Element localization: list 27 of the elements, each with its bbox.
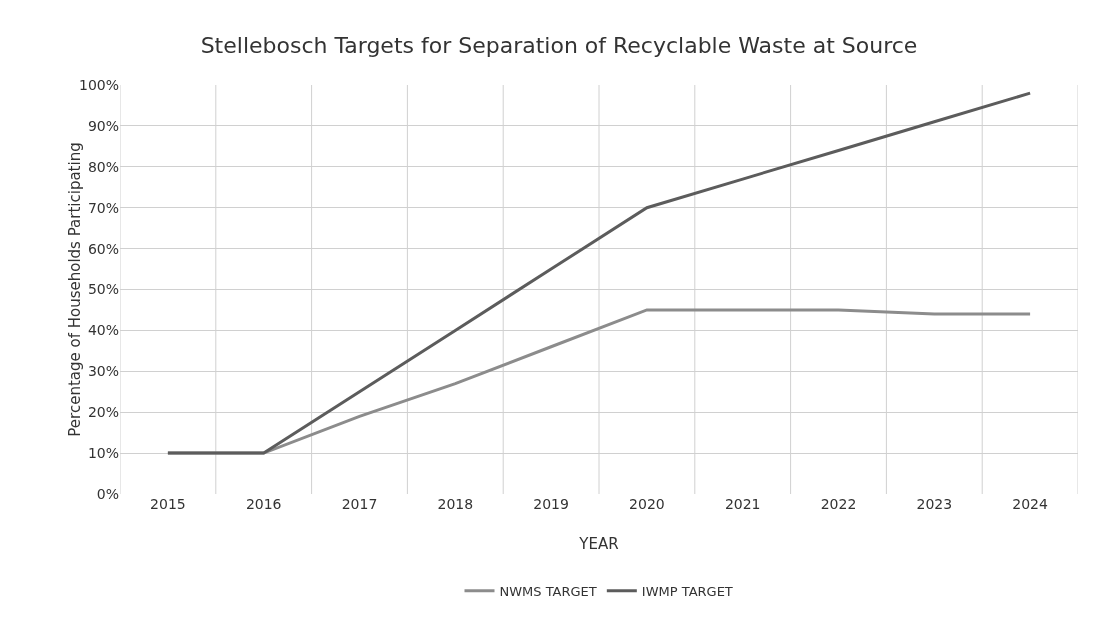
y-tick-label: 90% xyxy=(87,117,119,134)
y-axis-title: Percentage of Households Participating xyxy=(66,142,84,437)
legend-label: NWMS TARGET xyxy=(499,583,597,599)
x-axis-title: YEAR xyxy=(578,535,619,553)
x-tick-label: 2019 xyxy=(533,496,569,512)
legend-label: IWMP TARGET xyxy=(641,583,733,599)
x-tick-label: 2015 xyxy=(150,496,186,512)
chart-title: Stellebosch Targets for Separation of Recyclable Waste at Source xyxy=(200,33,918,59)
y-tick-label: 30% xyxy=(87,363,119,380)
x-tick-label: 2018 xyxy=(437,496,474,512)
x-tick-label: 2022 xyxy=(820,496,857,512)
y-tick-label: 60% xyxy=(87,240,119,257)
y-tick-label: 0% xyxy=(96,485,119,502)
x-tick-label: 2021 xyxy=(724,496,761,512)
x-tick-label: 2024 xyxy=(1012,496,1048,512)
y-tick-label: 20% xyxy=(87,404,119,421)
y-tick-label: 10% xyxy=(87,445,119,461)
x-tick-label: 2020 xyxy=(629,496,665,512)
x-tick-label: 2023 xyxy=(916,496,953,512)
y-tick-label: 50% xyxy=(87,281,119,298)
x-tick-label: 2016 xyxy=(245,496,282,512)
x-tick-label: 2017 xyxy=(341,496,378,512)
line-series xyxy=(166,91,1032,455)
y-tick-label: 70% xyxy=(87,199,119,216)
y-tick-label: 80% xyxy=(87,158,119,175)
y-tick-label: 100% xyxy=(78,76,119,93)
y-tick-label: 40% xyxy=(87,322,119,339)
